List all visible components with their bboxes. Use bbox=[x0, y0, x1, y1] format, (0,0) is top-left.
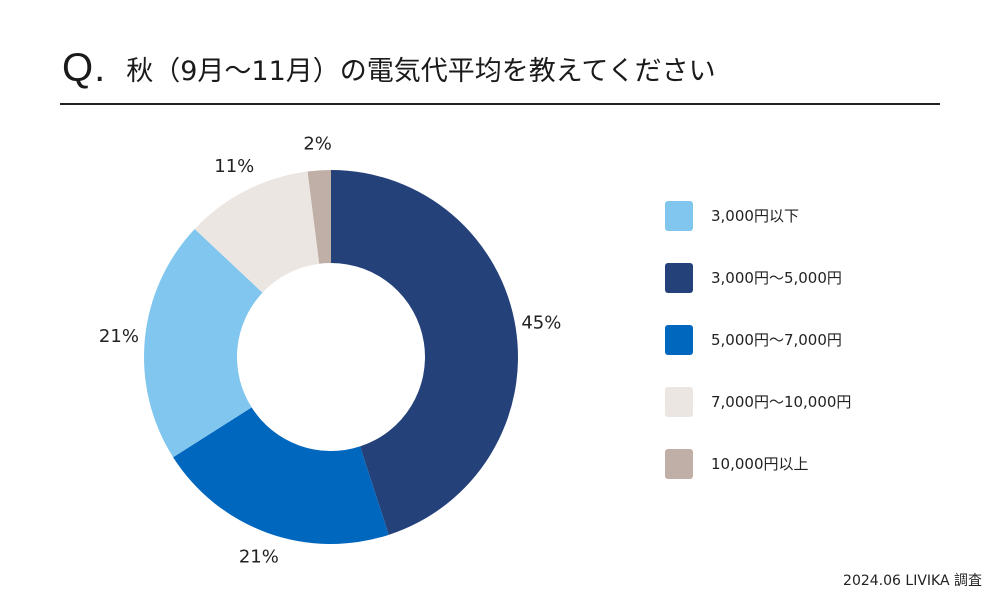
legend-label: 3,000円〜5,000円 bbox=[711, 269, 842, 287]
legend-item-under-3000: 3,000円以下 bbox=[665, 200, 985, 231]
legend-item-3000-5000: 3,000円〜5,000円 bbox=[665, 262, 985, 293]
legend-swatch bbox=[665, 262, 693, 293]
legend-label: 7,000円〜10,000円 bbox=[711, 393, 852, 411]
legend-item-5000-7000: 5,000円〜7,000円 bbox=[665, 324, 985, 355]
question-text: 秋（9月〜11月）の電気代平均を教えてください bbox=[126, 55, 716, 87]
legend-label: 10,000円以上 bbox=[711, 455, 809, 473]
legend-swatch bbox=[665, 386, 693, 417]
legend-swatch bbox=[665, 448, 693, 479]
donut-slice bbox=[194, 171, 320, 293]
legend-label: 3,000円以下 bbox=[711, 207, 799, 225]
question-mark: Q. bbox=[62, 45, 107, 90]
legend-item-over-10000: 10,000円以上 bbox=[665, 448, 985, 479]
chart-legend: 3,000円以下 3,000円〜5,000円 5,000円〜7,000円 7,0… bbox=[665, 200, 985, 510]
question-title: Q. 秋（9月〜11月）の電気代平均を教えてください bbox=[62, 38, 716, 98]
legend-item-7000-10000: 7,000円〜10,000円 bbox=[665, 386, 985, 417]
legend-label: 5,000円〜7,000円 bbox=[711, 331, 842, 349]
source-note: 2024.06 LIVIKA 調査 bbox=[843, 573, 982, 589]
slice-value-label: 21% bbox=[99, 326, 139, 347]
slice-value-label: 11% bbox=[214, 156, 254, 177]
donut-slice bbox=[331, 170, 519, 535]
donut-slice bbox=[143, 228, 263, 458]
slice-value-label: 45% bbox=[521, 313, 561, 334]
slice-value-label: 2% bbox=[303, 133, 332, 154]
slice-value-label: 21% bbox=[239, 546, 279, 567]
donut-slice bbox=[307, 170, 331, 264]
title-divider bbox=[60, 103, 940, 105]
donut-slice bbox=[173, 407, 389, 544]
legend-swatch bbox=[665, 200, 693, 231]
legend-swatch bbox=[665, 324, 693, 355]
